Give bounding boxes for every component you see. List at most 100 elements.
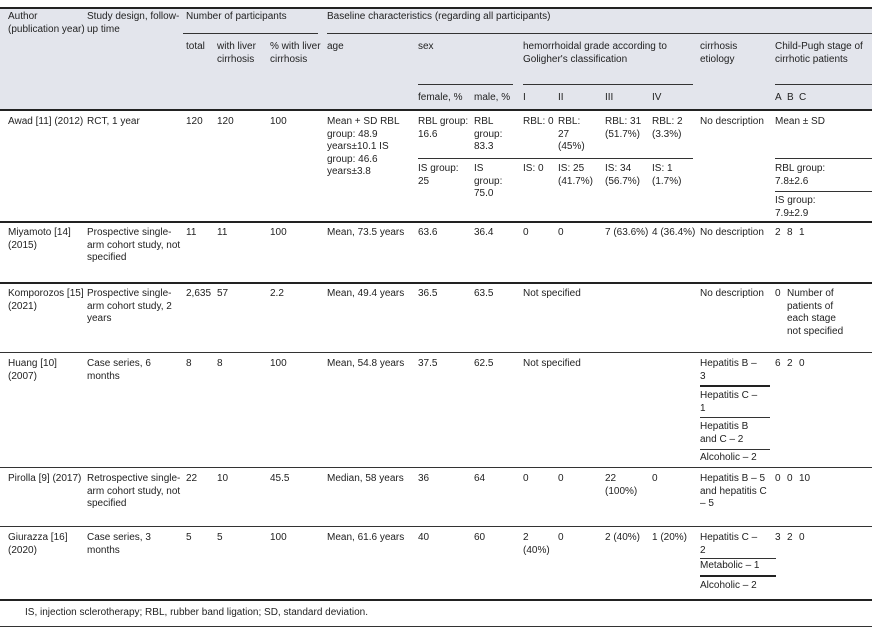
cell-grade-2: 0 xyxy=(558,227,564,238)
header-hemo: hemorrhoidal grade according to Goligher… xyxy=(523,41,667,65)
cell-design: RCT, 1 year xyxy=(87,116,140,127)
subrow-rule xyxy=(700,558,776,559)
cell-etiology: Alcoholic – 2 xyxy=(700,452,757,463)
cell-female: 63.6 xyxy=(418,227,438,238)
cell-grade-2: IS: 25 (41.7%) xyxy=(558,163,594,187)
cell-female: 40 xyxy=(418,532,430,543)
cell-etiology: Hepatitis B – 3 xyxy=(700,358,757,382)
cell-grade: Not specified xyxy=(523,358,581,369)
cell-male: IS group: 75.0 xyxy=(474,163,503,199)
header-with-lc: with liver cirrhosis xyxy=(217,41,256,65)
header-grade-4: IV xyxy=(652,92,662,103)
footnote-rule xyxy=(0,626,872,627)
cell-author: Pirolla [9] (2017) xyxy=(8,473,82,484)
cell-pct-lc: 2.2 xyxy=(270,288,284,299)
cell-female: 36 xyxy=(418,473,430,484)
cell-etiology: No description xyxy=(700,116,764,127)
cell-pct-lc: 45.5 xyxy=(270,473,290,484)
cell-etiology: Hepatitis B – 5 and hepatitis C – 5 xyxy=(700,473,767,509)
cell-pct-lc: 100 xyxy=(270,358,287,369)
header-bottom-rule xyxy=(0,109,872,111)
cell-child-pugh: IS group: 7.9±2.9 xyxy=(775,195,816,219)
cell-author: Huang [10] (2007) xyxy=(8,358,57,382)
cell-with-lc: 5 xyxy=(217,532,223,543)
cell-author: Komporozos [15] (2021) xyxy=(8,288,84,312)
cell-with-lc: 120 xyxy=(217,116,234,127)
cell-cp-b: 0 xyxy=(787,473,793,484)
cell-cp-c: 10 xyxy=(799,473,811,484)
cell-etiology: No description xyxy=(700,288,764,299)
cell-etiology: Hepatitis C – 2 xyxy=(700,532,758,556)
header-female: female, % xyxy=(418,92,463,103)
cell-design: Prospective single-arm cohort study, not… xyxy=(87,227,181,263)
subrow-rule xyxy=(700,575,776,577)
cell-male: 63.5 xyxy=(474,288,494,299)
header-top-rule xyxy=(0,7,872,9)
header-age: age xyxy=(327,41,344,52)
cell-grade-3: 2 (40%) xyxy=(605,532,641,543)
cell-female: RBL group: 16.6 xyxy=(418,116,469,140)
row-rule xyxy=(0,526,872,527)
cell-pct-lc: 100 xyxy=(270,227,287,238)
header-grade-3: III xyxy=(605,92,614,103)
cell-male: 60 xyxy=(474,532,486,543)
table-bottom-rule xyxy=(0,599,872,601)
cell-author: Miyamoto [14] (2015) xyxy=(8,227,71,251)
cell-cp-a: 3 xyxy=(775,532,781,543)
subrow-rule xyxy=(700,417,770,418)
cell-cp-a: 2 xyxy=(775,227,781,238)
header-cp-b: B xyxy=(787,92,794,103)
cell-grade: Not specified xyxy=(523,288,581,299)
cell-cp-a: 0 xyxy=(775,473,781,484)
cell-total: 11 xyxy=(186,227,197,238)
cell-child-pugh: RBL group: 7.8±2.6 xyxy=(775,163,826,187)
cell-grade-2: 0 xyxy=(558,473,564,484)
cell-grade-4: 0 xyxy=(652,473,658,484)
cell-cp-b: 8 xyxy=(787,227,793,238)
header-sex: sex xyxy=(418,41,434,52)
cell-grade-1: 2 (40%) xyxy=(523,532,550,556)
cell-total: 22 xyxy=(186,473,198,484)
cell-total: 8 xyxy=(186,358,192,369)
cell-grade-3: RBL: 31 (51.7%) xyxy=(605,116,642,140)
sex-rule xyxy=(418,84,513,85)
cell-grade-2: 0 xyxy=(558,532,564,543)
cell-age: Mean, 73.5 years xyxy=(327,227,405,238)
cell-grade-1: IS: 0 xyxy=(523,163,544,174)
header-grade-2: II xyxy=(558,92,564,103)
table-header-background xyxy=(0,7,872,110)
cell-pct-lc: 100 xyxy=(270,116,287,127)
subrow-rule xyxy=(775,191,872,192)
table-footnote: IS, injection sclerotherapy; RBL, rubber… xyxy=(25,607,368,618)
cell-grade-1: 0 xyxy=(523,473,529,484)
cell-author: Awad [11] (2012) xyxy=(8,116,84,127)
cell-total: 120 xyxy=(186,116,203,127)
cell-design: Case series, 3 months xyxy=(87,532,151,556)
row-rule xyxy=(0,352,872,353)
cell-cp-a: 0 xyxy=(775,288,781,299)
row-rule xyxy=(0,221,872,223)
cell-cp-a: 6 xyxy=(775,358,781,369)
cell-total: 5 xyxy=(186,532,192,543)
cell-grade-1: RBL: 0 xyxy=(523,116,554,127)
cell-etiology: Alcoholic – 2 xyxy=(700,580,757,591)
cell-pct-lc: 100 xyxy=(270,532,287,543)
cell-with-lc: 57 xyxy=(217,288,229,299)
header-cp-c: C xyxy=(799,92,807,103)
row-rule xyxy=(0,282,872,284)
header-author: Author (publication year) xyxy=(8,11,85,35)
cell-cp-b: 2 xyxy=(787,358,793,369)
header-participants: Number of participants xyxy=(186,11,287,22)
header-cp-a: A xyxy=(775,92,782,103)
cell-etiology: Hepatitis B and C – 2 xyxy=(700,421,749,445)
cell-cp-b: 2 xyxy=(787,532,793,543)
cell-age: Median, 58 years xyxy=(327,473,404,484)
cell-child-pugh: Mean ± SD xyxy=(775,116,825,127)
subrow-rule xyxy=(700,385,770,387)
cell-cp-c: 1 xyxy=(799,227,805,238)
cell-grade-4: IS: 1 (1.7%) xyxy=(652,163,682,187)
cell-male: 62.5 xyxy=(474,358,494,369)
cell-grade-3: IS: 34 (56.7%) xyxy=(605,163,641,187)
cell-age: Mean + SD RBL group: 48.9 years±10.1 IS … xyxy=(327,116,400,177)
cell-etiology: Hepatitis C – 1 xyxy=(700,390,758,414)
